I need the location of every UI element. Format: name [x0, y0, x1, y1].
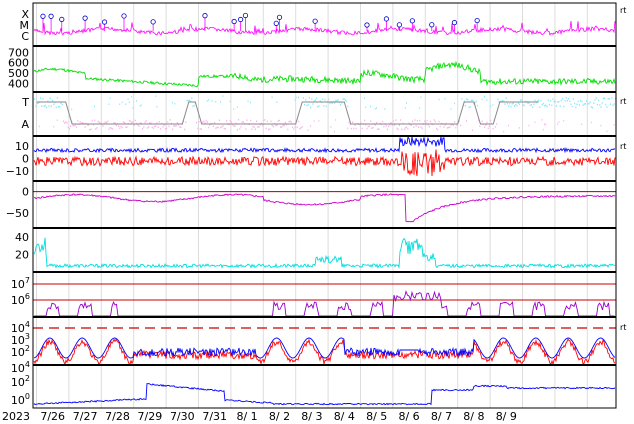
dst-line — [33, 193, 616, 223]
flare-marker — [202, 13, 208, 19]
x-tick-label: 7/27 — [73, 410, 98, 423]
plot-frame — [32, 2, 617, 409]
y-tick-1e3: 103 — [11, 332, 30, 347]
flare-marker — [312, 18, 318, 24]
y-tick-1e7: 107 — [11, 276, 30, 291]
density-line — [33, 237, 616, 269]
y-tick-1e4: 104 — [11, 360, 30, 375]
corner-label: rt — [620, 6, 626, 15]
flare-marker — [242, 12, 249, 19]
vertical-grid — [36, 3, 588, 408]
proton-high-line — [33, 337, 616, 359]
flare-marker — [273, 20, 279, 26]
corner-label: rt — [620, 97, 626, 106]
y-tick-10: 10 — [15, 140, 29, 153]
y-tick-1e2: 102 — [11, 374, 30, 389]
flare-marker — [231, 18, 237, 25]
flare-marker — [474, 17, 480, 24]
y-tick-1e4: 104 — [11, 320, 30, 335]
x-tick-label: 8/ 7 — [431, 410, 452, 423]
y-tick--10: −10 — [6, 165, 29, 178]
flare-marker — [238, 16, 244, 23]
year-label: 2023 — [2, 410, 30, 423]
flare-marker — [101, 19, 108, 25]
y-label-X: X — [21, 8, 29, 21]
proton2-line — [33, 383, 616, 406]
flare-marker — [48, 13, 54, 19]
x-tick-label: 7/28 — [105, 410, 130, 423]
x-tick-label: 8/ 3 — [301, 410, 322, 423]
y-tick-0: 0 — [22, 186, 29, 199]
flare-marker — [364, 22, 370, 28]
corner-label: rt — [620, 323, 626, 332]
flare-marker — [383, 16, 390, 22]
sector-line — [36, 101, 539, 125]
y-tick-1e0: 100 — [11, 392, 30, 407]
x-tick-label: 8/ 8 — [463, 410, 484, 423]
y-label-C: C — [21, 30, 29, 43]
flux-line — [33, 21, 616, 36]
y-tick-40: 40 — [15, 231, 29, 244]
flare-marker — [409, 18, 415, 24]
x-tick-label: 7/26 — [40, 410, 65, 423]
polarity-t-dots — [34, 95, 616, 111]
x-tick-label: 8/ 2 — [269, 410, 290, 423]
y-label-T: T — [21, 96, 29, 109]
y-label-M: M — [20, 19, 30, 32]
x-tick-label: 8/ 4 — [334, 410, 355, 423]
y-tick-700: 700 — [8, 46, 29, 59]
y-tick-600: 600 — [8, 57, 29, 70]
y-tick-500: 500 — [8, 67, 29, 80]
flare-marker — [59, 16, 65, 23]
flare-marker — [40, 13, 46, 19]
flare-marker — [121, 13, 127, 19]
bz-line — [33, 149, 616, 177]
flare-marker — [276, 14, 283, 20]
flare-marker — [82, 15, 88, 21]
x-tick-label: 7/31 — [202, 410, 227, 423]
y-tick-400: 400 — [8, 78, 29, 91]
x-tick-label: 8/ 5 — [366, 410, 387, 423]
x-tick-label: 8/ 1 — [236, 410, 257, 423]
speed-line — [33, 60, 616, 88]
x-tick-label: 7/29 — [138, 410, 163, 423]
flare-marker — [150, 19, 156, 25]
y-tick-1e2: 102 — [11, 344, 30, 359]
bt-line — [33, 137, 616, 154]
y-tick-0: 0 — [22, 153, 29, 166]
y-tick-20: 20 — [15, 248, 29, 261]
x-tick-label: 7/30 — [170, 410, 195, 423]
proton-low-line — [33, 338, 616, 364]
x-tick-label: 8/ 9 — [496, 410, 517, 423]
y-label-A: A — [21, 118, 29, 131]
flare-marker — [396, 22, 402, 28]
y-tick-1e6: 106 — [11, 292, 30, 307]
flare-marker — [429, 22, 435, 28]
corner-label: rt — [620, 142, 626, 151]
y-tick--50: −50 — [6, 207, 29, 220]
x-tick-label: 8/ 6 — [398, 410, 419, 423]
flare-marker — [451, 20, 458, 26]
